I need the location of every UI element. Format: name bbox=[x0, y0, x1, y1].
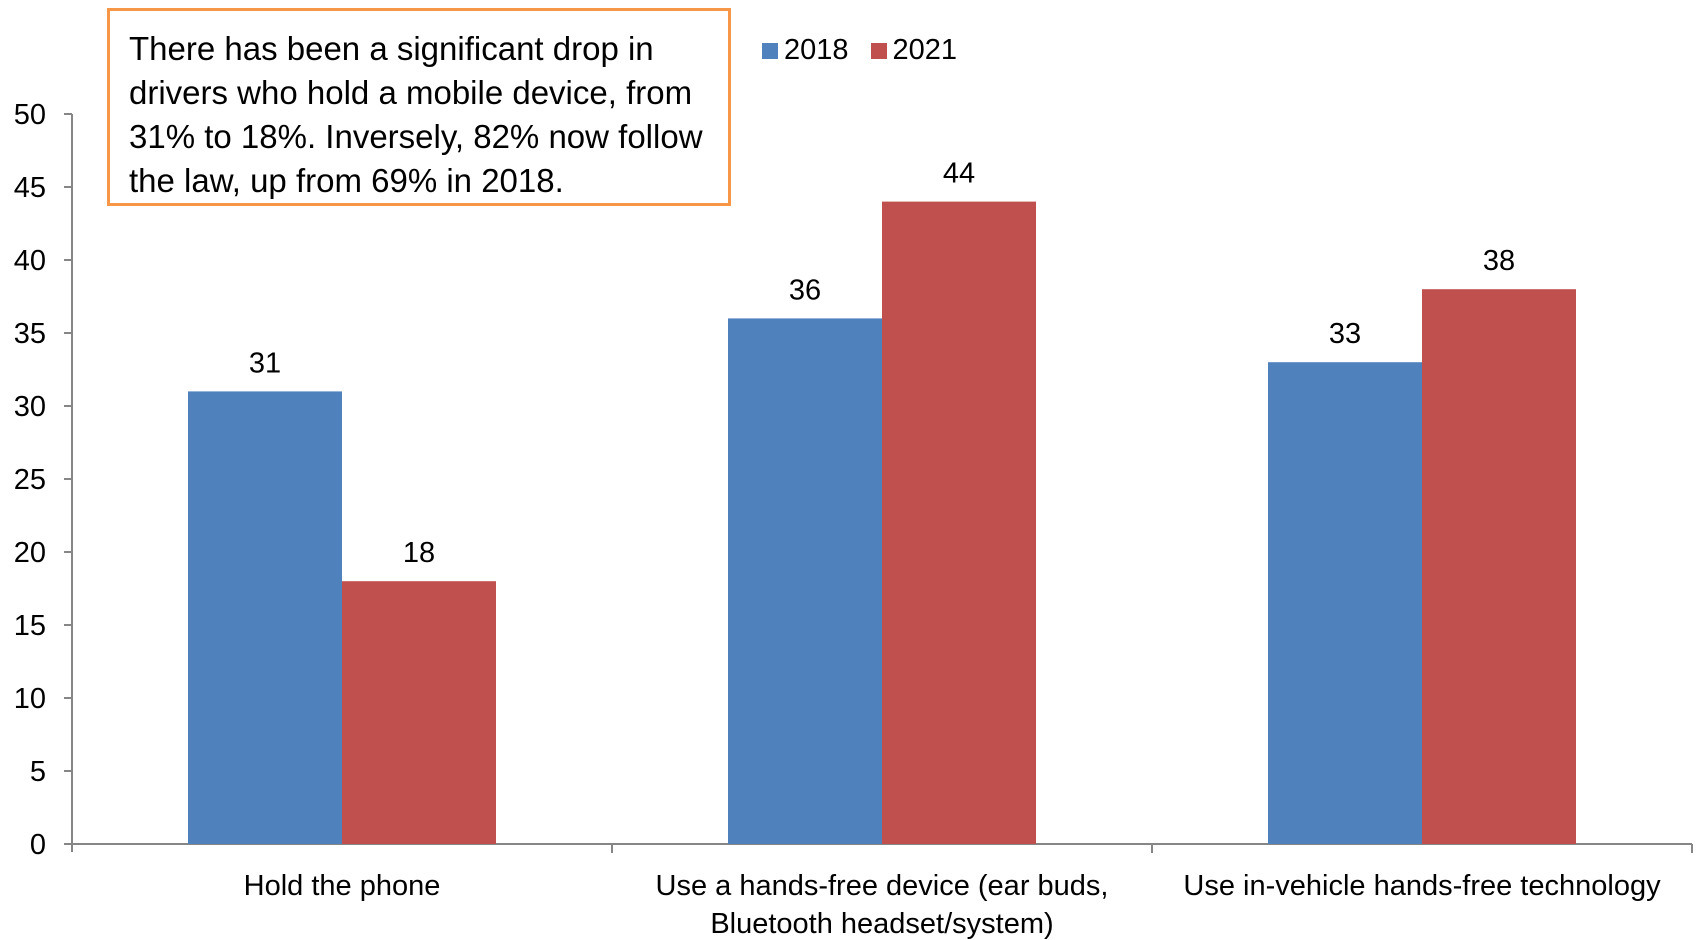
bar-2021-1 bbox=[882, 201, 1036, 845]
legend-label-2018: 2018 bbox=[784, 34, 849, 66]
data-label-2021-1: 44 bbox=[943, 158, 975, 190]
y-tick-label: 20 bbox=[14, 537, 46, 569]
legend-item-2021: 2021 bbox=[870, 34, 958, 67]
y-tick-label: 15 bbox=[14, 610, 46, 642]
data-label-2018-1: 36 bbox=[789, 274, 821, 306]
chart-bars bbox=[188, 201, 1576, 845]
y-tick-label: 35 bbox=[14, 318, 46, 350]
x-category-label: Bluetooth headset/system) bbox=[710, 908, 1053, 940]
y-tick-label: 30 bbox=[14, 391, 46, 423]
y-tick-label: 45 bbox=[14, 172, 46, 204]
y-tick-label: 25 bbox=[14, 464, 46, 496]
legend-item-2018: 2018 bbox=[762, 34, 849, 67]
y-tick-label: 0 bbox=[30, 829, 46, 861]
y-tick-label: 5 bbox=[30, 756, 46, 788]
y-tick-label: 50 bbox=[14, 99, 46, 131]
legend-label-2021: 2021 bbox=[892, 34, 958, 66]
annotation-callout: There has been a significant drop in dri… bbox=[107, 8, 731, 206]
y-tick-label: 40 bbox=[14, 245, 46, 277]
x-category-label: Use in-vehicle hands-free technology bbox=[1183, 870, 1661, 902]
bar-2018-1 bbox=[728, 318, 882, 844]
annotation-text: There has been a significant drop in dri… bbox=[129, 30, 703, 199]
data-label-2018-0: 31 bbox=[249, 347, 281, 379]
y-tick-label: 10 bbox=[14, 683, 46, 715]
bar-2018-0 bbox=[188, 391, 342, 844]
x-category-label: Hold the phone bbox=[244, 870, 441, 902]
bar-2018-2 bbox=[1268, 362, 1422, 844]
data-label-2021-2: 38 bbox=[1483, 245, 1515, 277]
x-category-label: Use a hands-free device (ear buds, bbox=[656, 870, 1109, 902]
bar-2021-2 bbox=[1422, 289, 1576, 844]
chart-labels: 0 5 10 15 20 25 30 35 40 45 50 31 18 Hold the phone 36… bbox=[14, 99, 1661, 940]
chart-legend: 2018 2021 bbox=[762, 34, 979, 67]
legend-swatch-2018 bbox=[762, 42, 778, 59]
bar-2021-0 bbox=[342, 581, 496, 844]
legend-swatch-2021 bbox=[870, 42, 887, 59]
data-label-2021-0: 18 bbox=[403, 537, 435, 569]
data-label-2018-2: 33 bbox=[1329, 318, 1361, 350]
